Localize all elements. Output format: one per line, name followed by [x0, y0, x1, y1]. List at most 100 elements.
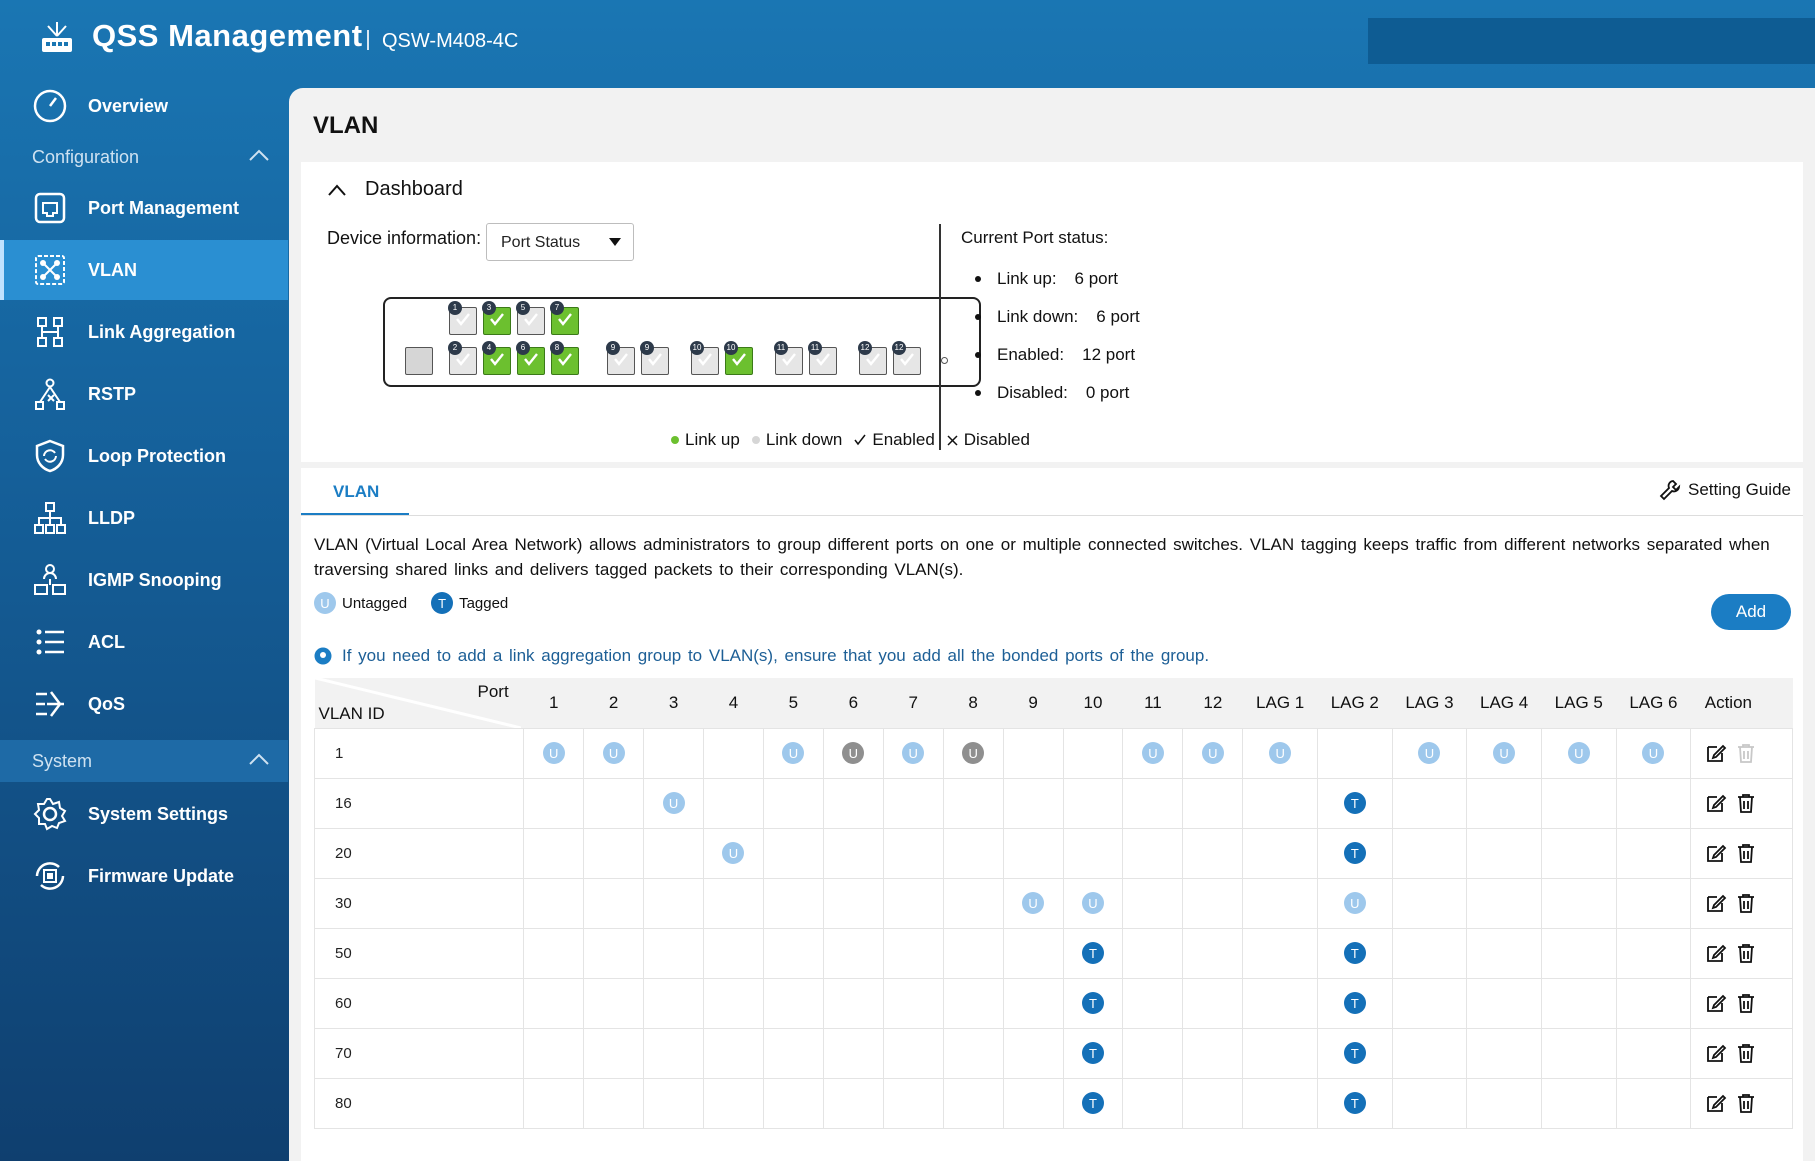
edit-icon[interactable] [1705, 992, 1727, 1014]
untagged-badge-icon: U [1022, 892, 1045, 914]
column-header: LAG 6 [1616, 678, 1691, 728]
switch-port[interactable]: 5 [516, 301, 545, 335]
switch-port[interactable]: 10 [724, 341, 753, 375]
vlan-id-cell: 50 [313, 927, 525, 979]
edit-icon[interactable] [1705, 792, 1727, 814]
check-icon [698, 353, 712, 366]
sidebar-item-label: Link Aggregation [88, 321, 236, 342]
tagged-badge-icon: T [1082, 942, 1104, 964]
status-led [941, 357, 948, 364]
sidebar-item-link-aggregation[interactable]: Link Aggregation [0, 302, 288, 362]
sidebar-item-vlan[interactable]: VLAN [0, 240, 288, 300]
trash-icon[interactable] [1735, 942, 1757, 964]
membership-cell: T [1062, 927, 1124, 979]
membership-cell [762, 1027, 824, 1079]
membership-cell [1122, 927, 1184, 979]
membership-cell [1466, 1077, 1542, 1129]
membership-cell [1122, 777, 1184, 829]
switch-port[interactable]: 12 [858, 341, 887, 375]
switch-port[interactable]: 7 [550, 301, 579, 335]
membership-cell [703, 877, 764, 929]
tab-vlan[interactable]: VLAN [301, 468, 409, 516]
switch-port[interactable]: 1 [448, 301, 477, 335]
membership-cell [1615, 827, 1692, 879]
vlan-card: VLAN Setting Guide VLAN (Virtual Local A… [301, 468, 1803, 1161]
header-user-area [1368, 18, 1815, 64]
edit-icon[interactable] [1705, 842, 1727, 864]
edit-icon[interactable] [1705, 742, 1727, 764]
setting-guide-link[interactable]: Setting Guide [1658, 478, 1791, 502]
switch-port[interactable]: 2 [448, 341, 477, 375]
switch-port[interactable]: 12 [892, 341, 921, 375]
sidebar-item-igmp-snooping[interactable]: IGMP Snooping [0, 550, 288, 610]
edit-icon[interactable] [1705, 892, 1727, 914]
membership-cell: U [643, 777, 705, 829]
trash-icon[interactable] [1735, 892, 1757, 914]
switch-port[interactable]: 4 [482, 341, 511, 375]
vlan-id-cell: 80 [313, 1077, 525, 1129]
trash-icon[interactable] [1735, 792, 1757, 814]
switch-port[interactable]: 6 [516, 341, 545, 375]
section-system[interactable]: System [0, 740, 288, 782]
switch-port[interactable]: 8 [550, 341, 579, 375]
device-info-select[interactable]: Port Status [486, 223, 634, 261]
vlan-id-axis-label: VLAN ID [318, 704, 385, 723]
switch-port[interactable]: 11 [808, 341, 837, 375]
membership-cell: U [1182, 727, 1244, 779]
sidebar-item-acl[interactable]: ACL [0, 612, 288, 672]
trash-icon[interactable] [1735, 1092, 1757, 1114]
check-icon [456, 313, 470, 326]
sidebar-item-rstp[interactable]: RSTP [0, 364, 288, 424]
sidebar-item-label: ACL [88, 631, 125, 652]
column-header: 6 [823, 678, 884, 728]
main-panel: VLAN Dashboard Device information: Port … [289, 88, 1815, 1161]
membership-cell [523, 777, 585, 829]
switch-port[interactable]: 9 [640, 341, 669, 375]
membership-cell [1615, 1077, 1692, 1129]
check-icon [558, 313, 572, 326]
sidebar-item-system-settings[interactable]: System Settings [0, 784, 288, 844]
diagonal-divider [314, 678, 521, 728]
edit-icon[interactable] [1705, 1092, 1727, 1114]
membership-cell [1391, 877, 1468, 929]
edit-icon[interactable] [1705, 1042, 1727, 1064]
add-vlan-button[interactable]: Add [1711, 594, 1791, 630]
membership-cell [703, 777, 764, 829]
sidebar-item-loop-protection[interactable]: Loop Protection [0, 426, 288, 486]
membership-cell [1182, 1027, 1244, 1079]
switch-port[interactable]: 9 [606, 341, 635, 375]
trash-icon[interactable] [1735, 842, 1757, 864]
port-number: 6 [516, 341, 530, 355]
membership-cell [1316, 727, 1393, 779]
membership-cell [1466, 777, 1542, 829]
switch-port[interactable]: 11 [774, 341, 803, 375]
trash-icon[interactable] [1735, 992, 1757, 1014]
switch-port[interactable]: 10 [690, 341, 719, 375]
sidebar-item-port-management[interactable]: Port Management [0, 178, 288, 238]
port-number: 3 [482, 301, 496, 315]
membership-cell [762, 1077, 824, 1129]
membership-cell [583, 1027, 645, 1079]
dashboard-divider [939, 224, 941, 450]
section-configuration[interactable]: Configuration [0, 136, 288, 178]
membership-cell [1615, 1027, 1692, 1079]
edit-icon[interactable] [1705, 942, 1727, 964]
dashboard-toggle[interactable]: Dashboard [327, 178, 463, 201]
membership-cell [1540, 1027, 1617, 1079]
sidebar-item-lldp[interactable]: LLDP [0, 488, 288, 548]
sidebar-item-overview[interactable]: Overview [0, 76, 288, 136]
sidebar-item-qos[interactable]: QoS [0, 674, 288, 734]
port-number: 7 [550, 301, 564, 315]
trash-icon[interactable] [1735, 1042, 1757, 1064]
membership-cell [1062, 777, 1124, 829]
membership-cell [1182, 777, 1244, 829]
vlan-id-cell: 30 [313, 877, 525, 929]
membership-cell: U [1615, 727, 1692, 779]
sidebar-item-firmware-update[interactable]: Firmware Update [0, 846, 288, 906]
membership-cell: U [523, 727, 585, 779]
membership-cell: T [1316, 827, 1393, 879]
port-status-title: Current Port status: [961, 228, 1109, 247]
membership-cell [1242, 1077, 1318, 1129]
switch-port[interactable]: 3 [482, 301, 511, 335]
membership-cell [762, 777, 824, 829]
